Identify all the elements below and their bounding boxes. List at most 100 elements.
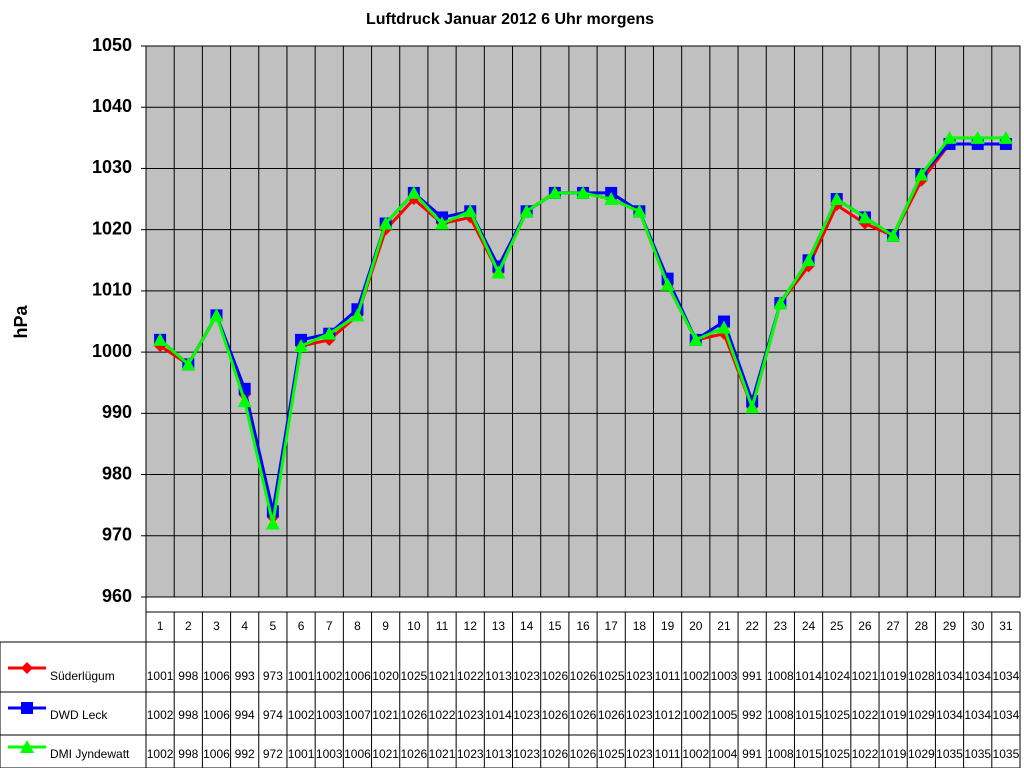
table-value: 1006 (203, 669, 230, 683)
table-value: 1025 (823, 708, 850, 722)
table-value: 1008 (767, 708, 794, 722)
y-tick-label: 1010 (92, 280, 132, 300)
x-tick-label: 28 (915, 619, 929, 633)
x-tick-label: 2 (185, 619, 192, 633)
table-value: 993 (235, 669, 255, 683)
table-value: 1002 (682, 669, 709, 683)
table-value: 1006 (203, 747, 230, 761)
marker (857, 210, 872, 224)
x-tick-label: 21 (717, 619, 731, 633)
marker (519, 204, 534, 218)
marker (829, 192, 844, 206)
x-tick-label: 5 (270, 619, 277, 633)
y-tick-label: 1000 (92, 341, 132, 361)
x-tick-label: 13 (492, 619, 506, 633)
marker (463, 204, 478, 218)
table-value: 1002 (682, 708, 709, 722)
table-value: 1021 (372, 747, 399, 761)
table-value: 1022 (457, 669, 484, 683)
x-tick-label: 1 (157, 619, 164, 633)
x-tick-label: 11 (436, 619, 449, 633)
y-tick-label: 970 (102, 525, 132, 545)
y-tick-label: 1050 (92, 35, 132, 55)
table-value: 1026 (541, 708, 568, 722)
table-value: 1026 (400, 708, 427, 722)
table-value: 1011 (655, 669, 681, 683)
table-value: 1020 (372, 669, 399, 683)
table-value: 1035 (964, 747, 991, 761)
table-value: 1034 (964, 669, 991, 683)
table-value: 1026 (570, 747, 597, 761)
table-value: 991 (742, 669, 762, 683)
y-tick-label: 980 (102, 463, 132, 483)
table-value: 1034 (993, 669, 1020, 683)
table-value: 1019 (880, 669, 907, 683)
table-value: 1025 (823, 747, 850, 761)
table-value: 1019 (880, 708, 907, 722)
legend-marker (20, 740, 34, 753)
marker (914, 167, 929, 181)
x-tick-label: 14 (520, 619, 534, 633)
table-value: 1025 (598, 669, 625, 683)
y-tick-label: 960 (102, 586, 132, 606)
table-value: 1015 (795, 708, 822, 722)
x-tick-label: 24 (802, 619, 816, 633)
marker (745, 400, 760, 414)
legend-marker (21, 702, 33, 714)
x-tick-label: 17 (605, 619, 619, 633)
marker (209, 308, 224, 322)
table-value: 1011 (655, 747, 681, 761)
x-tick-label: 25 (830, 619, 844, 633)
table-value: 1014 (485, 708, 512, 722)
table-value: 1002 (316, 669, 343, 683)
table-value: 1002 (147, 708, 174, 722)
marker (237, 394, 252, 408)
table-value: 1034 (936, 669, 963, 683)
x-tick-label: 3 (213, 619, 220, 633)
table-value: 1035 (993, 747, 1020, 761)
table-value: 1012 (654, 708, 681, 722)
table-value: 1001 (288, 747, 315, 761)
y-tick-label: 1040 (92, 96, 132, 116)
x-tick-label: 16 (576, 619, 590, 633)
table-value: 1013 (485, 747, 512, 761)
marker (886, 228, 901, 242)
table-value: 1015 (795, 747, 822, 761)
table-value: 1007 (344, 708, 371, 722)
table-value: 1028 (908, 669, 935, 683)
marker (998, 130, 1013, 144)
table-value: 1026 (570, 669, 597, 683)
marker (153, 332, 168, 346)
table-value: 992 (235, 747, 255, 761)
x-tick-label: 7 (326, 619, 333, 633)
table-value: 1023 (626, 669, 653, 683)
legend-marker (21, 662, 33, 674)
y-tick-label: 1030 (92, 157, 132, 177)
table-value: 998 (178, 708, 198, 722)
marker (435, 216, 450, 230)
table-value: 1013 (485, 669, 512, 683)
table-value: 1023 (457, 708, 484, 722)
table-value: 1026 (400, 747, 427, 761)
marker (322, 326, 337, 340)
table-value: 1034 (964, 708, 991, 722)
table-value: 1021 (429, 669, 456, 683)
x-tick-label: 15 (548, 619, 562, 633)
table-value: 1021 (852, 669, 879, 683)
table-value: 1034 (936, 708, 963, 722)
marker (406, 185, 421, 199)
table-value: 1008 (767, 669, 794, 683)
table-value: 1026 (541, 747, 568, 761)
table-value: 1006 (344, 669, 371, 683)
x-tick-label: 4 (241, 619, 248, 633)
table-value: 1024 (823, 669, 850, 683)
x-tick-label: 19 (661, 619, 675, 633)
table-value: 1002 (682, 747, 709, 761)
table-value: 1019 (880, 747, 907, 761)
x-tick-label: 23 (774, 619, 788, 633)
x-tick-label: 27 (886, 619, 900, 633)
marker (604, 192, 619, 206)
table-value: 1021 (429, 747, 456, 761)
legend-label: Süderlügum (50, 669, 115, 683)
plot-area (145, 45, 1021, 598)
